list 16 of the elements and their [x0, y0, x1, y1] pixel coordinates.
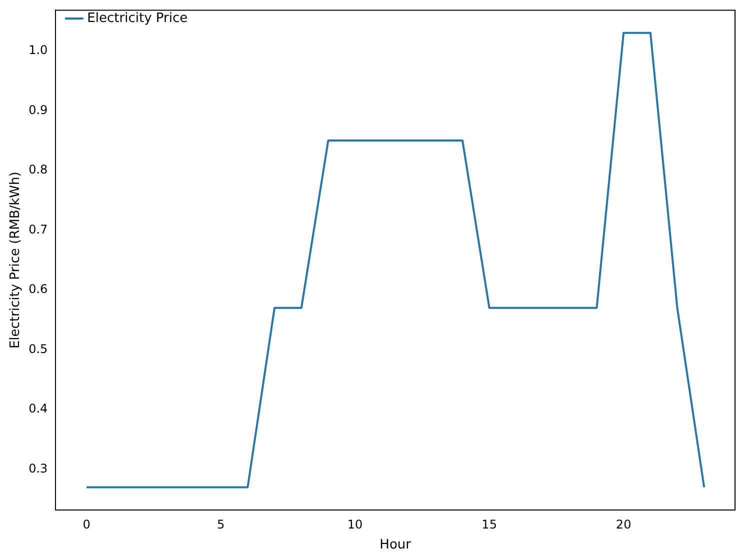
x-tick-label: 20: [616, 517, 632, 532]
y-tick-label: 1.0: [28, 42, 48, 57]
x-tick-label: 0: [82, 517, 90, 532]
y-tick-label: 0.5: [28, 342, 48, 356]
x-tick-label: 15: [482, 517, 497, 532]
y-axis-title: Electricity Price (RMB/kWh): [8, 172, 24, 349]
legend-label: Electricity Price: [87, 10, 188, 26]
y-tick-label: 0.4: [28, 402, 48, 416]
y-tick-label: 0.3: [28, 461, 48, 476]
y-tick-label: 0.7: [28, 222, 48, 236]
x-axis-title: Hour: [380, 538, 412, 553]
x-tick-label: 10: [347, 517, 363, 532]
y-tick-label: 0.6: [28, 282, 48, 296]
y-tick-label: 0.8: [28, 162, 48, 177]
x-tick-label: 5: [216, 517, 225, 532]
y-tick-label: 0.9: [28, 102, 48, 117]
